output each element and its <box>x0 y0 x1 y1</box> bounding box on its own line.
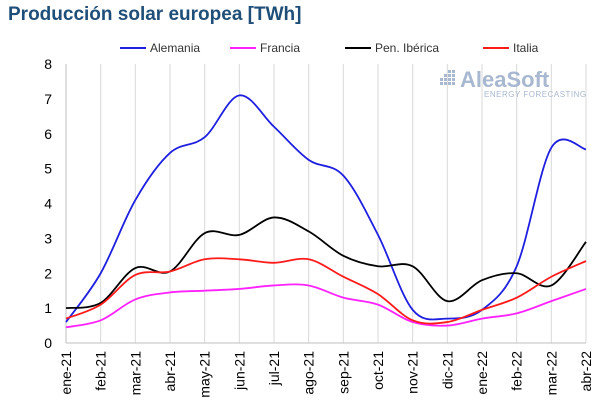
x-tick-label: nov-21 <box>405 351 421 394</box>
x-tick-label: abr-21 <box>162 351 178 392</box>
x-tick-label: mar-21 <box>127 351 143 396</box>
y-tick-label: 3 <box>44 230 52 246</box>
logo-dot <box>440 78 443 81</box>
logo-dot <box>452 70 455 73</box>
series-line-italia <box>65 257 587 325</box>
legend-label: Alemania <box>150 41 200 55</box>
x-tick-label: oct-21 <box>370 351 386 390</box>
x-tick-label: ene-21 <box>58 351 74 395</box>
logo-dot <box>448 74 451 77</box>
x-tick-label: ago-21 <box>301 351 317 395</box>
logo-dot <box>444 78 447 81</box>
logo-tagline: ENERGY FORECASTING <box>484 90 587 99</box>
logo-dot <box>452 74 455 77</box>
chart-title: Producción solar europea [TWh] <box>8 4 302 25</box>
logo-dot <box>444 74 447 77</box>
logo-brand: AleaSoft <box>460 67 550 92</box>
logo-dot <box>448 70 451 73</box>
y-tick-label: 0 <box>44 335 52 351</box>
x-tick-label: feb-22 <box>509 351 525 391</box>
logo-dot <box>452 82 455 85</box>
y-tick-label: 2 <box>44 265 52 281</box>
logo-dot <box>448 82 451 85</box>
series-line-francia <box>65 283 587 329</box>
y-tick-label: 8 <box>44 56 52 72</box>
y-tick-label: 1 <box>44 300 52 316</box>
y-tick-label: 7 <box>44 91 52 107</box>
legend-label: Italia <box>513 41 539 55</box>
logo-dot <box>452 78 455 81</box>
x-tick-label: jul-21 <box>266 351 282 386</box>
legend-label: Francia <box>260 41 300 55</box>
y-tick-label: 6 <box>44 126 52 142</box>
x-tick-label: feb-21 <box>93 351 109 391</box>
series-line-pen-ib-rica <box>65 216 587 310</box>
y-tick-label: 5 <box>44 161 52 177</box>
y-tick-label: 4 <box>44 196 52 212</box>
logo-dot <box>444 82 447 85</box>
logo-dot <box>440 82 443 85</box>
x-tick-label: mar-22 <box>543 351 559 396</box>
x-tick-label: may-21 <box>197 351 213 398</box>
x-tick-label: abr-22 <box>578 351 594 392</box>
series-line-alemania <box>65 94 587 323</box>
logo-dot <box>448 78 451 81</box>
x-tick-label: sep-21 <box>335 351 351 394</box>
x-tick-label: ene-22 <box>474 351 490 395</box>
x-tick-label: jun-21 <box>231 351 247 391</box>
x-tick-label: dic-21 <box>439 351 455 389</box>
legend-label: Pen. Ibérica <box>375 41 439 55</box>
